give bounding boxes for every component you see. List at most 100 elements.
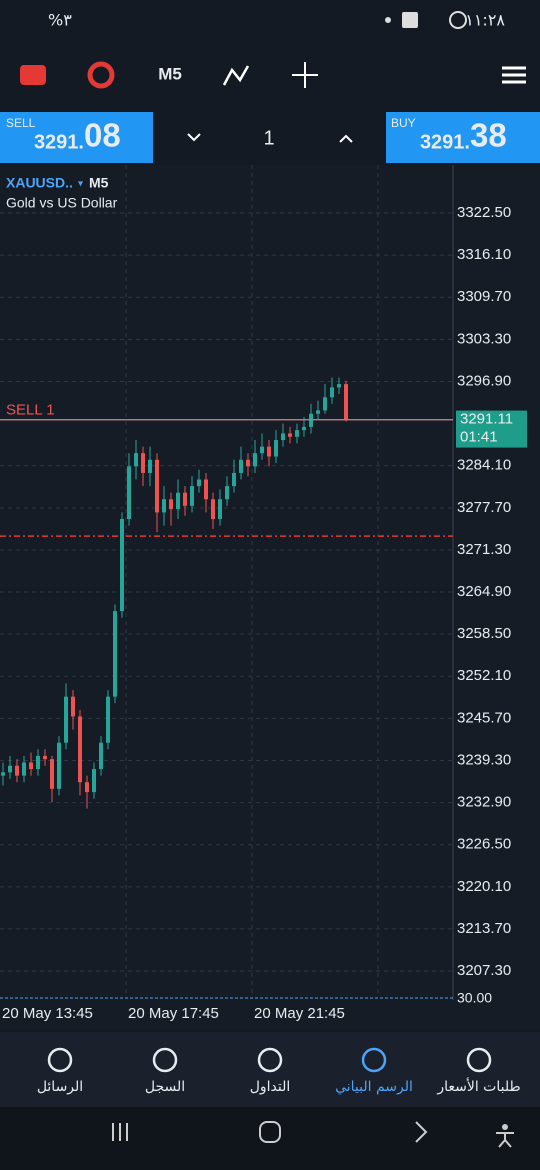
y-tick-label: 3303.30: [457, 330, 511, 347]
description: Gold vs US Dollar: [6, 195, 118, 211]
candle-body: [64, 696, 68, 743]
icon-btn[interactable]: [292, 62, 318, 88]
candle-body: [155, 459, 159, 513]
tab-label[interactable]: طلبات الأسعار: [436, 1077, 520, 1095]
candle-body: [232, 472, 236, 487]
y-tick-label: 3296.90: [457, 372, 511, 389]
x-tick-label: 20 May 13:45: [2, 1005, 93, 1022]
y-tick-label: 3258.50: [457, 625, 511, 642]
candle-body: [99, 742, 103, 770]
time-grid: [125, 165, 379, 995]
candle-body: [288, 433, 292, 437]
candle-body: [211, 499, 215, 520]
icon-btn[interactable]: [87, 61, 115, 89]
y-tick-label: 3226.50: [457, 836, 511, 853]
lot-down[interactable]: [187, 133, 201, 142]
candle-body: [302, 426, 306, 431]
tab-label[interactable]: الرسم البياني: [335, 1079, 413, 1095]
tab-icon[interactable]: [152, 1047, 178, 1073]
y-tick-label: 3277.70: [457, 499, 511, 516]
candle-body: [78, 716, 82, 783]
symbol: XAUUSD..: [6, 175, 73, 191]
candle-body: [183, 492, 187, 506]
tab-icon[interactable]: [361, 1047, 387, 1073]
candle-body: [36, 755, 40, 770]
recent-btn[interactable]: [112, 1123, 128, 1141]
candle-body: [337, 384, 341, 388]
candle-body: [330, 387, 334, 398]
lot[interactable]: 1: [263, 127, 274, 149]
menu-btn[interactable]: [502, 66, 526, 84]
y-tick-label: 3207.30: [457, 962, 511, 979]
buy-label: BUY: [391, 116, 416, 130]
symbol-arrow: ▾: [78, 179, 83, 190]
system-nav: [0, 1107, 540, 1170]
sell-price-big: 08: [84, 117, 121, 154]
y-tick-label: 3220.10: [457, 878, 511, 895]
candle-body: [169, 499, 173, 510]
y-tick-label: 3271.30: [457, 541, 511, 558]
home-btn[interactable]: [259, 1121, 281, 1143]
candle-body: [274, 440, 278, 457]
bottom-nav: [0, 1032, 540, 1107]
candle-body: [141, 453, 145, 473]
candle-body: [85, 782, 89, 793]
timeframe-btn[interactable]: M5: [158, 64, 182, 83]
back-btn[interactable]: [415, 1121, 428, 1143]
dot: [385, 17, 391, 23]
candle-body: [204, 479, 208, 500]
icon: [449, 11, 467, 29]
countdown: 01:41: [460, 429, 498, 446]
clock: ١١:٢٨: [465, 11, 505, 30]
sell-price: 3291.: [34, 131, 84, 153]
tab-icon[interactable]: [257, 1047, 283, 1073]
price-tag: [456, 410, 527, 448]
buy-button[interactable]: [386, 112, 540, 163]
accessibility-btn[interactable]: [496, 1132, 514, 1148]
tab-icon[interactable]: [47, 1047, 73, 1073]
x-tick-label: 20 May 21:45: [254, 1005, 345, 1022]
sell-button[interactable]: [0, 112, 153, 163]
y-tick-label: 3284.10: [457, 457, 511, 474]
candle-body: [127, 466, 131, 520]
candle-body: [260, 446, 264, 454]
tab-label[interactable]: الرسائل: [37, 1079, 83, 1095]
y-tick-label: 3232.90: [457, 794, 511, 811]
x-tick-label: 20 May 17:45: [128, 1005, 219, 1022]
candle-body: [176, 492, 180, 510]
candle-body: [225, 486, 229, 500]
candle-body: [344, 384, 348, 420]
y-tick-label: 3316.10: [457, 246, 511, 263]
accessibility-btn[interactable]: [502, 1124, 508, 1130]
price-tag-label: 3291.11: [460, 411, 513, 428]
candle-body: [246, 459, 250, 467]
candle-body: [120, 519, 124, 612]
tab-label[interactable]: التداول: [250, 1079, 291, 1095]
y-tick-label: 3264.90: [457, 583, 511, 600]
candle-body: [92, 769, 96, 793]
candle-body: [295, 430, 299, 437]
icon-btn[interactable]: [222, 65, 250, 86]
indicator-label: 30.00: [457, 990, 492, 1006]
candle-body: [197, 479, 201, 487]
candle-body: [253, 453, 257, 467]
candle-body: [1, 772, 5, 776]
candle-body: [190, 486, 194, 506]
tab-label[interactable]: السجل: [145, 1079, 185, 1095]
y-tick-label: 3213.70: [457, 920, 511, 937]
candle-body: [267, 446, 271, 457]
lot-up[interactable]: [339, 134, 353, 143]
candle-body: [113, 611, 117, 697]
candle-body: [106, 696, 110, 743]
y-tick-label: 3239.30: [457, 751, 511, 768]
sell-label: SELL: [6, 116, 36, 130]
candle-body: [71, 696, 75, 717]
candle-body: [218, 499, 222, 520]
icon-btn[interactable]: [20, 65, 46, 85]
icon: [402, 12, 418, 28]
tab-icon[interactable]: [466, 1047, 492, 1073]
candle-body: [50, 759, 54, 789]
chart-area: [0, 165, 540, 1030]
